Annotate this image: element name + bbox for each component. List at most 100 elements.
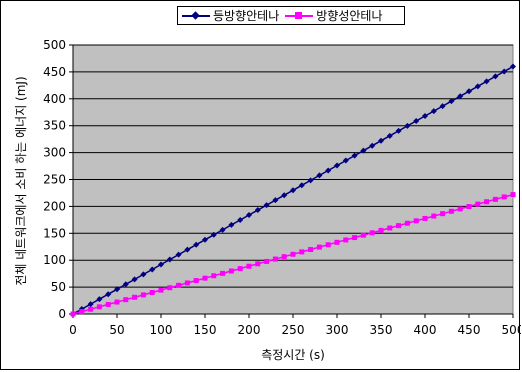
series-1-point-35 — [378, 137, 384, 144]
x-tick-label-500: 500 — [502, 323, 521, 337]
series-2-point-13 — [184, 280, 190, 286]
legend-label-series-2: 방향성안테나 — [316, 9, 383, 23]
series-2-point-14 — [193, 278, 199, 284]
series-2-point-38 — [404, 220, 410, 226]
x-axis-title: 측정시간 (s) — [261, 348, 325, 362]
series-1-point-28 — [316, 172, 323, 179]
series-2-point-45 — [466, 204, 472, 210]
legend-item-series-2: 방향성안테나 — [285, 7, 383, 24]
series-1-point-15 — [202, 236, 208, 243]
series-1-point-2 — [87, 301, 94, 308]
series-2-point-24 — [281, 254, 287, 260]
series-1-point-24 — [281, 192, 288, 199]
series-2-point-49 — [501, 194, 507, 200]
series-1-point-45 — [466, 88, 472, 95]
series-1-point-50 — [510, 63, 516, 70]
series-2-point-43 — [448, 208, 454, 214]
series-1-point-11 — [166, 256, 173, 263]
x-tick-label-450: 450 — [458, 323, 481, 337]
series-1-point-32 — [351, 152, 358, 159]
series-1-point-46 — [474, 83, 481, 90]
x-tick-label-250: 250 — [282, 323, 305, 337]
series-2-point-6 — [123, 297, 129, 303]
series-1-point-18 — [228, 221, 235, 228]
series-2-point-20 — [246, 263, 252, 269]
series-2-point-35 — [378, 227, 384, 233]
series-2-point-26 — [299, 249, 305, 255]
series-1-point-9 — [149, 266, 156, 273]
series-2-point-36 — [387, 225, 393, 231]
series-1-point-30 — [334, 162, 340, 169]
series-2-point-28 — [316, 244, 322, 250]
series-2-point-48 — [492, 196, 498, 202]
series-2-point-27 — [308, 247, 314, 253]
series-1-point-5 — [114, 286, 120, 293]
series-1-point-37 — [395, 127, 402, 134]
series-1-point-41 — [430, 108, 437, 115]
series-2-point-16 — [211, 273, 217, 279]
series-2-point-3 — [96, 304, 102, 310]
series-2-point-39 — [413, 218, 419, 224]
y-tick-label-350: 350 — [43, 119, 66, 133]
series-2-point-42 — [440, 211, 446, 217]
series-1-point-19 — [237, 216, 244, 223]
series-1-point-20 — [246, 212, 252, 219]
x-tick-label-50: 50 — [109, 323, 124, 337]
series-1-point-40 — [422, 113, 428, 120]
series-1-point-26 — [298, 182, 305, 189]
y-tick-label-150: 150 — [43, 226, 66, 240]
series-1-point-39 — [413, 117, 420, 124]
y-axis-title: 전체 네트워크에서 소비 하는 에너지 (mJ) — [14, 76, 28, 285]
series-1-point-33 — [360, 147, 367, 154]
series-2-point-12 — [176, 282, 182, 288]
series-2-point-0 — [70, 311, 76, 317]
series-1-point-38 — [404, 122, 411, 129]
series-2-point-18 — [228, 268, 234, 274]
x-tick-label-400: 400 — [414, 323, 437, 337]
y-tick-label-500: 500 — [43, 38, 66, 52]
series-2-point-41 — [431, 213, 437, 219]
x-tick-label-350: 350 — [370, 323, 393, 337]
series-2-point-46 — [475, 201, 481, 207]
y-tick-label-450: 450 — [43, 65, 66, 79]
series-2-point-22 — [264, 258, 270, 264]
series-2-point-37 — [396, 223, 402, 229]
series-2-point-44 — [457, 206, 463, 212]
series-1-point-12 — [175, 251, 182, 258]
series-1-point-22 — [263, 202, 270, 209]
series-1-point-25 — [290, 187, 296, 194]
series-1-point-13 — [184, 246, 191, 253]
y-tick-label-400: 400 — [43, 92, 66, 106]
series-1-point-47 — [483, 78, 490, 85]
series-1-point-10 — [158, 261, 164, 268]
series-2-point-9 — [149, 290, 155, 296]
y-tick-label-200: 200 — [43, 199, 66, 213]
series-2-point-4 — [105, 301, 111, 307]
series-1-point-14 — [193, 241, 200, 248]
series-2-point-34 — [369, 230, 375, 236]
series-1-point-4 — [105, 291, 112, 298]
x-tick-label-150: 150 — [194, 323, 217, 337]
series-2-point-17 — [220, 270, 226, 276]
series-1-point-6 — [122, 281, 129, 288]
x-tick-label-300: 300 — [326, 323, 349, 337]
y-tick-label-250: 250 — [43, 173, 66, 187]
legend-swatch-series-1 — [182, 10, 210, 21]
y-tick-label-50: 50 — [51, 280, 66, 294]
series-2-point-11 — [167, 285, 173, 291]
series-1-point-8 — [140, 271, 147, 278]
x-tick-label-100: 100 — [150, 323, 173, 337]
series-2-point-10 — [158, 287, 164, 293]
series-1-point-16 — [210, 231, 217, 238]
series-2-point-15 — [202, 275, 208, 281]
series-1-point-44 — [457, 93, 464, 100]
legend-item-series-1: 등방향안테나 — [182, 7, 279, 24]
y-tick-label-100: 100 — [43, 253, 66, 267]
series-1-point-17 — [219, 226, 226, 233]
series-2-point-5 — [114, 299, 120, 305]
legend-label-series-1: 등방향안테나 — [213, 9, 280, 23]
series-1-point-3 — [96, 296, 103, 303]
series-2-point-50 — [510, 192, 516, 198]
series-1-point-49 — [501, 68, 508, 75]
